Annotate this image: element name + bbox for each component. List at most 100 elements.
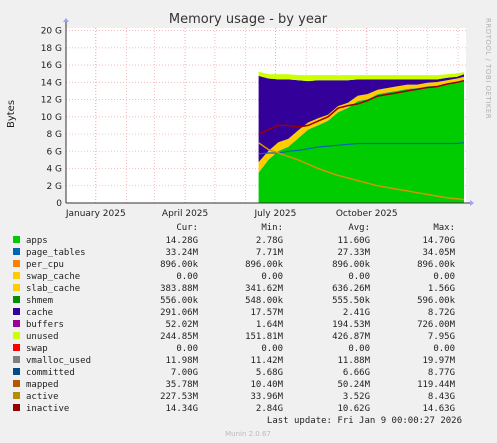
legend-value-min: 2.78G — [256, 236, 283, 246]
munin-version: Munin 2.0.67 — [225, 430, 271, 438]
y-axis-label: Bytes — [6, 100, 17, 128]
rrdtool-label: RRDTOOL / TOBI OETIKER — [484, 18, 492, 119]
y-tick-label: 12 G — [41, 96, 62, 106]
area-apps — [258, 80, 464, 203]
legend-swatch-vmalloc_used — [13, 356, 20, 363]
legend-value-cur: 14.34G — [165, 404, 198, 414]
legend-value-max: 896.00k — [417, 260, 456, 270]
legend-value-avg: 10.62G — [337, 404, 370, 414]
y-tick-labels: 0 2 G 4 G 6 G 8 G 10 G 12 G 14 G 16 G 18 G 20 G — [41, 27, 63, 209]
legend-value-min: 17.57M — [250, 308, 283, 318]
x-tick-label: April 2025 — [162, 209, 208, 219]
legend-value-max: 0.00 — [433, 344, 455, 354]
legend-value-cur: 291.06M — [160, 308, 199, 318]
y-tick-label: 20 G — [41, 27, 62, 37]
legend-name: apps — [26, 236, 48, 246]
y-tick-label: 4 G — [46, 165, 62, 175]
y-tick-label: 10 G — [41, 113, 62, 123]
legend-value-max: 0.00 — [433, 272, 455, 282]
legend-swatch-unused — [13, 332, 20, 339]
legend-name: active — [26, 392, 59, 402]
legend-value-min: 896.00k — [245, 260, 284, 270]
legend-header: Min: — [261, 223, 283, 233]
legend-value-min: 5.68G — [256, 368, 283, 378]
legend-value-cur: 244.85M — [160, 332, 199, 342]
legend-value-avg: 0.00 — [348, 344, 370, 354]
legend-value-max: 19.97M — [422, 356, 455, 366]
legend-value-min: 0.00 — [261, 344, 283, 354]
legend-value-avg: 426.87M — [332, 332, 371, 342]
legend-swatch-cache — [13, 308, 20, 315]
legend-value-min: 0.00 — [261, 272, 283, 282]
legend-swatch-swap_cache — [13, 272, 20, 279]
legend-value-avg: 50.24M — [337, 380, 370, 390]
axes — [63, 18, 474, 206]
legend-value-cur: 14.28G — [165, 236, 198, 246]
legend-value-cur: 52.02M — [165, 320, 198, 330]
legend-name: slab_cache — [26, 284, 80, 294]
legend-name: vmalloc_used — [26, 356, 91, 366]
y-tick-label: 0 — [56, 199, 62, 209]
legend-swatch-mapped — [13, 380, 20, 387]
area-unused — [258, 71, 464, 82]
y-tick-label: 14 G — [41, 78, 62, 88]
legend-value-max: 726.00M — [417, 320, 456, 330]
x-tick-label: July 2025 — [253, 209, 296, 219]
line-inactive — [258, 79, 465, 135]
legend-value-avg: 2.41G — [343, 308, 370, 318]
legend-value-cur: 0.00 — [176, 272, 198, 282]
legend-value-min: 151.81M — [245, 332, 284, 342]
legend-value-cur: 7.00G — [171, 368, 198, 378]
line-active — [258, 142, 465, 201]
legend-value-avg: 11.88M — [337, 356, 370, 366]
legend-value-min: 2.84G — [256, 404, 283, 414]
x-tick-labels: January 2025 April 2025 July 2025 October 2… — [65, 209, 398, 219]
legend-value-max: 7.95G — [428, 332, 455, 342]
area-slab_cache — [258, 76, 464, 173]
legend-name: mapped — [26, 380, 59, 390]
legend-value-cur: 227.53M — [160, 392, 199, 402]
legend-value-avg: 194.53M — [332, 320, 371, 330]
legend-swatch-inactive — [13, 404, 20, 411]
y-tick-label: 8 G — [46, 130, 62, 140]
y-axis-arrow — [63, 18, 69, 22]
legend-swatch-swap — [13, 344, 20, 351]
legend-name: cache — [26, 308, 53, 318]
legend-value-avg: 636.26M — [332, 284, 371, 294]
legend-value-min: 33.96M — [250, 392, 283, 402]
legend-value-avg: 6.66G — [343, 368, 370, 378]
area-cache — [258, 74, 464, 163]
legend-swatch-per_cpu — [13, 260, 20, 267]
legend-swatch-buffers — [13, 320, 20, 327]
legend-value-min: 548.00k — [245, 296, 284, 306]
legend-value-max: 8.72G — [428, 308, 455, 318]
x-tick-label: January 2025 — [65, 209, 126, 219]
y-tick-label: 2 G — [46, 182, 62, 192]
legend-name: buffers — [26, 320, 64, 330]
legend-value-max: 34.05M — [422, 248, 455, 258]
legend-name: swap — [26, 344, 48, 354]
legend-value-min: 341.62M — [245, 284, 284, 294]
legend: Cur: Min: Avg: Max: apps 14.28G 2.78G 11.60G 14.… — [13, 223, 456, 414]
legend-value-max: 596.00k — [417, 296, 456, 306]
legend-header: Max: — [433, 223, 455, 233]
y-tick-label: 16 G — [41, 61, 62, 71]
legend-value-min: 1.64M — [256, 320, 284, 330]
chart-title: Memory usage - by year — [169, 12, 328, 27]
legend-name: unused — [26, 332, 59, 342]
legend-value-cur: 383.88M — [160, 284, 199, 294]
legend-value-max: 8.77G — [428, 368, 455, 378]
legend-value-avg: 896.00k — [332, 260, 371, 270]
legend-swatch-active — [13, 392, 20, 399]
legend-name: committed — [26, 368, 75, 378]
legend-value-cur: 0.00 — [176, 344, 198, 354]
legend-name: shmem — [26, 296, 53, 306]
legend-value-cur: 35.78M — [165, 380, 198, 390]
legend-value-max: 8.43G — [428, 392, 455, 402]
legend-name: swap_cache — [26, 272, 80, 282]
y-tick-label: 6 G — [46, 147, 62, 157]
legend-value-min: 10.40M — [250, 380, 283, 390]
legend-value-max: 14.63G — [422, 404, 455, 414]
legend-value-min: 7.71M — [256, 248, 284, 258]
